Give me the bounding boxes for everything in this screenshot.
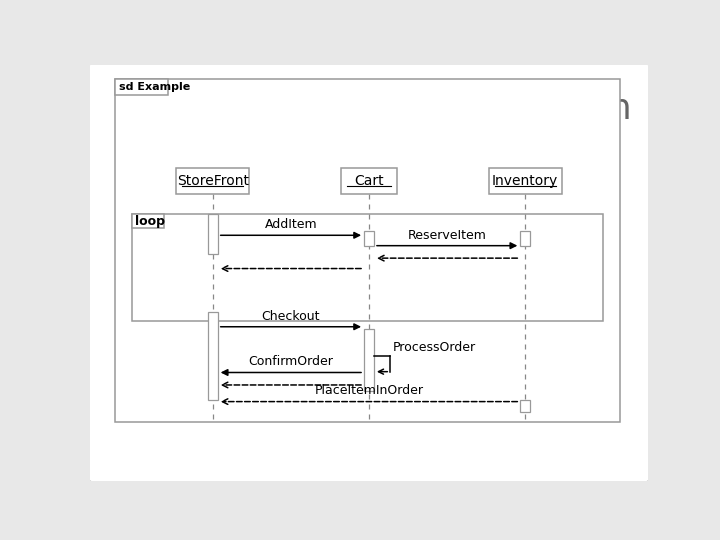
Text: loop: loop: [135, 215, 165, 228]
Text: StoreFront: StoreFront: [177, 174, 249, 188]
Bar: [521, 231, 530, 246]
Bar: [521, 400, 530, 412]
Text: ProcessOrder: ProcessOrder: [393, 341, 476, 354]
Bar: [489, 168, 562, 194]
Bar: [364, 231, 374, 246]
Text: AddItem: AddItem: [264, 218, 318, 231]
Text: ConfirmOrder: ConfirmOrder: [248, 355, 333, 368]
Text: sd Example: sd Example: [119, 82, 190, 92]
Bar: [208, 214, 217, 254]
Text: Checkout: Checkout: [261, 309, 320, 322]
Text: Cart: Cart: [354, 174, 384, 188]
Bar: [176, 168, 249, 194]
Bar: [364, 329, 374, 391]
Bar: [341, 168, 397, 194]
Text: Inventory: Inventory: [492, 174, 559, 188]
Bar: [208, 312, 217, 400]
Text: PlaceItemInOrder: PlaceItemInOrder: [315, 384, 423, 397]
Bar: [132, 214, 603, 321]
Text: ReserveItem: ReserveItem: [408, 228, 487, 241]
Bar: [115, 79, 168, 95]
FancyBboxPatch shape: [87, 63, 651, 483]
Text: Example sequence diagram: Example sequence diagram: [129, 92, 632, 126]
Bar: [115, 79, 620, 422]
Bar: [132, 214, 164, 228]
